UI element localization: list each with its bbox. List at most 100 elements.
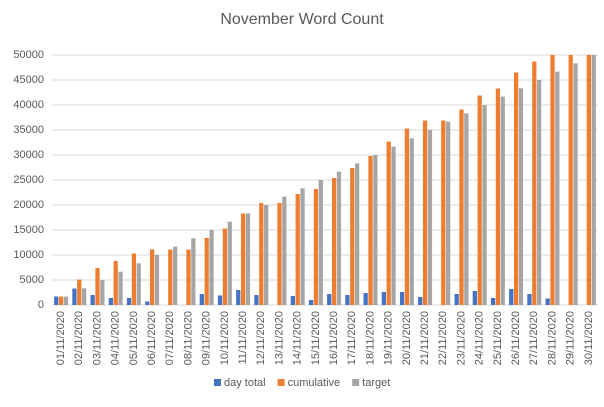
bar [191, 238, 196, 305]
y-tick-label: 50000 [13, 49, 44, 61]
bar [95, 268, 100, 305]
bar [350, 168, 355, 305]
bar [586, 55, 592, 305]
bar [100, 280, 105, 305]
bar [282, 196, 287, 305]
bar [82, 288, 87, 305]
y-tick-label: 45000 [13, 74, 44, 86]
bar [90, 295, 95, 305]
bar [555, 71, 560, 305]
bar [318, 180, 323, 305]
bar [441, 120, 446, 305]
bar [331, 178, 337, 305]
bar [568, 55, 573, 305]
x-tick-label: 30/11/2020 [583, 311, 595, 365]
x-tick-label: 26/11/2020 [510, 311, 522, 365]
bar [295, 194, 300, 305]
bar [277, 203, 282, 305]
bar [422, 120, 428, 305]
x-tick-label: 02/11/2020 [73, 311, 85, 365]
bar [54, 296, 59, 305]
bar [236, 290, 241, 305]
bar [227, 221, 232, 305]
bar [204, 238, 209, 305]
bar [386, 141, 391, 305]
x-tick-label: 14/11/2020 [292, 311, 304, 365]
x-tick-label: 25/11/2020 [492, 311, 504, 365]
bar [149, 249, 155, 305]
x-tick-label: 18/11/2020 [364, 311, 376, 365]
x-tick-label: 27/11/2020 [528, 311, 540, 365]
x-tick-label: 13/11/2020 [273, 311, 285, 365]
x-tick-label: 07/11/2020 [164, 311, 176, 365]
x-tick-label: 01/11/2020 [55, 311, 67, 365]
chart-title: November Word Count [220, 11, 384, 28]
bar [209, 230, 214, 305]
legend-swatch [352, 379, 360, 386]
bar [373, 155, 378, 305]
legend-label: cumulative [288, 377, 341, 389]
legend-label: target [362, 377, 390, 389]
x-tick-label: 24/11/2020 [474, 311, 486, 365]
bar [113, 261, 118, 305]
x-tick-label: 29/11/2020 [565, 311, 577, 365]
bar [154, 255, 160, 305]
bar [77, 279, 82, 305]
y-tick-label: 10000 [13, 249, 44, 261]
bar [259, 203, 264, 305]
x-tick-label: 22/11/2020 [437, 311, 449, 365]
bar [459, 109, 464, 305]
bar [404, 128, 410, 305]
bar [118, 271, 123, 305]
bar [58, 296, 64, 305]
x-tick-label: 20/11/2020 [401, 311, 413, 365]
x-tick-label: 03/11/2020 [91, 311, 103, 365]
bar [527, 294, 532, 305]
bar [168, 249, 173, 305]
y-tick-label: 5000 [20, 274, 44, 286]
x-tick-label: 23/11/2020 [455, 311, 467, 365]
bar [537, 80, 542, 305]
bar [446, 121, 451, 305]
bar [418, 297, 423, 305]
bar [368, 156, 373, 305]
x-tick-label: 08/11/2020 [182, 311, 194, 365]
x-tick-label: 11/11/2020 [237, 311, 249, 364]
legend-label: day total [224, 377, 266, 389]
x-tick-label: 28/11/2020 [546, 311, 558, 365]
bar [173, 246, 178, 305]
x-tick-label: 06/11/2020 [146, 311, 158, 365]
bar [477, 95, 482, 305]
bar [573, 63, 578, 306]
bar [186, 249, 191, 305]
bar [427, 130, 433, 305]
bar [300, 188, 305, 305]
x-tick-label: 12/11/2020 [255, 311, 267, 365]
x-tick-label: 10/11/2020 [219, 311, 231, 365]
bar [308, 300, 314, 305]
bar [108, 298, 113, 305]
bar [327, 294, 332, 305]
y-tick-label: 30000 [13, 149, 44, 161]
bar [399, 292, 405, 305]
x-tick-label: 16/11/2020 [328, 311, 340, 365]
bar [355, 163, 360, 305]
bar [381, 292, 386, 305]
y-tick-label: 40000 [13, 99, 44, 111]
bar [145, 301, 150, 305]
x-tick-label: 09/11/2020 [201, 311, 213, 365]
bar [409, 138, 414, 305]
bar [126, 298, 132, 305]
bar [336, 171, 342, 305]
bar [313, 189, 319, 305]
y-tick-label: 15000 [13, 224, 44, 236]
x-tick-label: 04/11/2020 [110, 311, 122, 365]
bar [264, 205, 269, 305]
bar [545, 298, 550, 305]
bar [500, 96, 505, 305]
bar [222, 228, 228, 305]
bar [518, 88, 524, 306]
legend-swatch [277, 379, 285, 386]
bar [290, 296, 295, 305]
